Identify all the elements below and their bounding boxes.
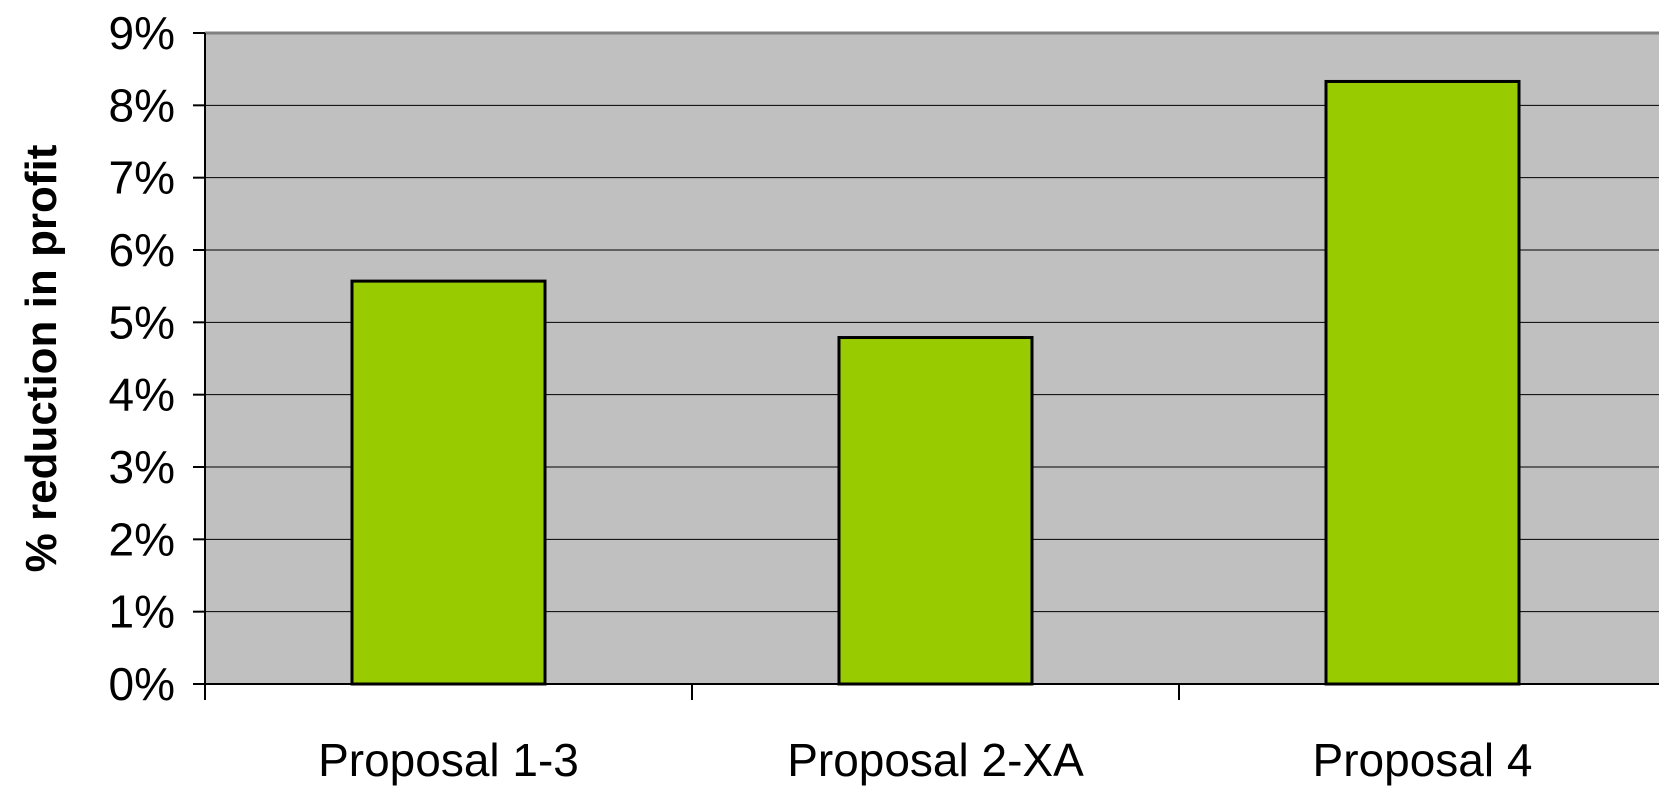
x-tick-label: Proposal 1-3 xyxy=(318,734,579,786)
y-tick-label: 8% xyxy=(109,79,175,131)
x-tick-label: Proposal 4 xyxy=(1313,734,1533,786)
bar xyxy=(1324,79,1521,686)
y-tick-label: 4% xyxy=(109,369,175,421)
y-tick-labels: 0% 1% 2% 3% 4% 5% 6% 7% 8% 9% xyxy=(109,7,175,710)
x-tick-labels: Proposal 1-3 Proposal 2-XA Proposal 4 xyxy=(318,734,1532,786)
axes xyxy=(204,33,1659,685)
y-tick-label: 7% xyxy=(109,152,175,204)
y-tick-label: 6% xyxy=(109,224,175,276)
y-tick-label: 2% xyxy=(109,513,175,565)
x-tick-label: Proposal 2-XA xyxy=(787,734,1084,786)
bar xyxy=(350,279,547,686)
y-tick-label: 3% xyxy=(109,441,175,493)
bar xyxy=(837,336,1034,686)
y-tick-label: 5% xyxy=(109,296,175,348)
y-tick-label: 1% xyxy=(109,586,175,638)
y-tick-label: 0% xyxy=(109,658,175,710)
y-axis-title: % reduction in profit xyxy=(17,144,66,572)
y-tick-label: 9% xyxy=(109,7,175,59)
